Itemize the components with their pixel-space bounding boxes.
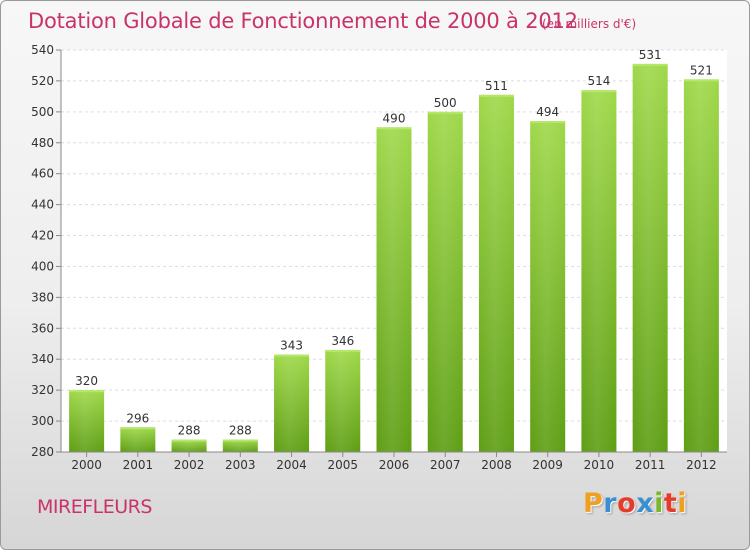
bar-top-edge (632, 63, 668, 66)
bar-2005 (325, 349, 361, 452)
bar-highlight (222, 439, 258, 452)
bar-top-edge (171, 439, 207, 442)
y-tick-label: 440 (31, 198, 54, 212)
y-tick-label: 300 (31, 414, 54, 428)
bar-highlight (69, 390, 105, 452)
bar-top-edge (683, 79, 719, 82)
y-tick-label: 500 (31, 105, 54, 119)
bar-2009 (530, 121, 566, 452)
y-tick-label: 400 (31, 259, 54, 273)
bar-2004 (274, 354, 310, 452)
bar-highlight (683, 79, 719, 452)
bar-2011 (632, 63, 668, 453)
value-label: 343 (280, 339, 303, 353)
data-labels: 320 296 288 288 343 346 490 500 511 494 514 531 521 (75, 48, 713, 438)
logo-letter: r (603, 488, 618, 519)
logo-letter: t (663, 488, 678, 519)
bar-2008 (478, 94, 514, 452)
x-tick-label: 2006 (379, 458, 410, 472)
bar-2007 (427, 111, 463, 452)
bar-top-edge (427, 111, 463, 114)
bar-top-edge (530, 121, 566, 124)
y-tick-label: 380 (31, 290, 54, 304)
y-tick-label: 320 (31, 383, 54, 397)
bar-2006 (376, 127, 412, 453)
value-label: 514 (587, 74, 610, 88)
value-label: 511 (485, 79, 508, 93)
bar-highlight (274, 354, 310, 452)
proxiti-logo: Proxiti (583, 488, 687, 519)
x-tick-label: 2011 (635, 458, 666, 472)
logo-letter: x (636, 488, 655, 519)
x-tick-label: 2010 (584, 458, 615, 472)
bar-highlight (632, 63, 668, 453)
x-tick-label: 2003 (225, 458, 256, 472)
x-tick-label: 2004 (276, 458, 307, 472)
bar-2001 (120, 427, 156, 452)
bar-highlight (120, 427, 156, 452)
bar-top-edge (69, 390, 105, 393)
bar-2010 (581, 90, 617, 452)
bar-2003 (222, 439, 258, 452)
value-label: 521 (690, 63, 713, 77)
bar-highlight (376, 127, 412, 453)
chart-title: Dotation Globale de Fonctionnement de 20… (28, 9, 578, 33)
bar-highlight (427, 111, 463, 452)
x-tick-label: 2001 (123, 458, 154, 472)
value-label: 288 (229, 424, 252, 438)
bars (69, 63, 719, 453)
bar-highlight (478, 94, 514, 452)
bar-highlight (581, 90, 617, 452)
bar-top-edge (274, 354, 310, 357)
y-tick-label: 520 (31, 74, 54, 88)
x-tick-label: 2009 (532, 458, 563, 472)
y-tick-label: 420 (31, 229, 54, 243)
y-tick-label: 540 (31, 43, 54, 57)
x-tick-label: 2005 (327, 458, 358, 472)
y-tick-label: 460 (31, 167, 54, 181)
axes: 280 300 320 340 360 380 400 420 440 460 480 500 520 5… (31, 43, 727, 472)
value-label: 288 (178, 424, 201, 438)
y-tick-label: 340 (31, 352, 54, 366)
y-tick-label: 360 (31, 321, 54, 335)
bar-2002 (171, 439, 207, 452)
value-label: 346 (331, 334, 354, 348)
bar-top-edge (222, 439, 258, 442)
bar-highlight (530, 121, 566, 452)
x-tick-label: 2012 (686, 458, 717, 472)
bar-top-edge (325, 349, 361, 352)
x-tick-label: 2008 (481, 458, 512, 472)
commune-name: MIREFLEURS (37, 496, 152, 518)
logo-letter: P (583, 488, 604, 519)
bar-2012 (683, 79, 719, 452)
logo-letter: i (654, 488, 664, 519)
y-tick-label: 280 (31, 445, 54, 459)
value-label: 320 (75, 374, 98, 388)
logo-letter: i (677, 488, 688, 519)
value-label: 490 (383, 111, 406, 125)
bar-top-edge (376, 127, 412, 130)
bar-top-edge (478, 94, 514, 97)
x-tick-label: 2002 (174, 458, 205, 472)
value-label: 500 (434, 96, 457, 110)
x-tick-label: 2000 (71, 458, 102, 472)
bar-highlight (171, 439, 207, 452)
chart-subtitle: (en milliers d'€) (542, 17, 637, 31)
bar-top-edge (120, 427, 156, 430)
y-tick-label: 480 (31, 136, 54, 150)
bar-2000 (69, 390, 105, 452)
bar-top-edge (581, 90, 617, 93)
value-label: 531 (639, 48, 662, 62)
x-tick-label: 2007 (430, 458, 461, 472)
logo-letter: o (617, 488, 637, 519)
bar-highlight (325, 349, 361, 452)
value-label: 296 (126, 411, 149, 425)
value-label: 494 (536, 105, 559, 119)
